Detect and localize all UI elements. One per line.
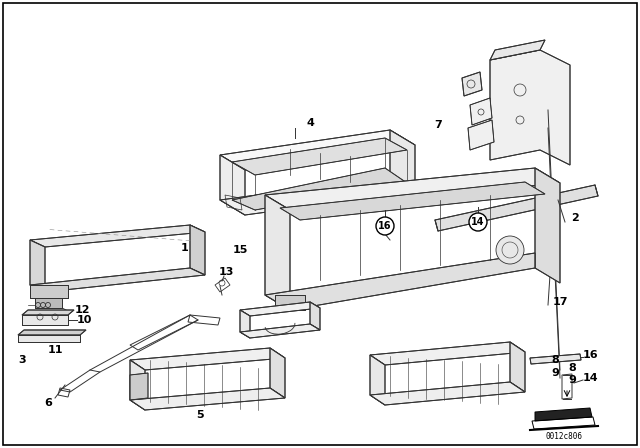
Polygon shape: [265, 195, 290, 310]
Polygon shape: [18, 330, 86, 335]
Circle shape: [376, 217, 394, 235]
Polygon shape: [265, 168, 560, 210]
Text: 9: 9: [551, 368, 559, 378]
Text: 7: 7: [434, 120, 442, 130]
Polygon shape: [535, 168, 560, 283]
Polygon shape: [130, 373, 148, 400]
Polygon shape: [265, 253, 535, 310]
Polygon shape: [390, 130, 415, 192]
Text: 12: 12: [74, 305, 90, 315]
Polygon shape: [370, 382, 525, 405]
Polygon shape: [490, 50, 570, 165]
Circle shape: [469, 213, 487, 231]
Text: 2: 2: [571, 213, 579, 223]
Polygon shape: [30, 240, 45, 292]
Text: 8: 8: [568, 363, 576, 373]
Polygon shape: [220, 155, 245, 215]
Polygon shape: [130, 388, 285, 410]
Polygon shape: [30, 225, 205, 247]
Polygon shape: [30, 268, 205, 292]
Polygon shape: [220, 177, 415, 215]
Polygon shape: [240, 324, 320, 338]
Text: 16: 16: [582, 350, 598, 360]
Polygon shape: [510, 342, 525, 392]
Polygon shape: [435, 185, 598, 231]
Polygon shape: [22, 315, 68, 325]
Text: 0012c806: 0012c806: [545, 432, 582, 441]
Polygon shape: [130, 360, 145, 410]
Polygon shape: [535, 408, 592, 421]
Polygon shape: [130, 348, 285, 370]
Polygon shape: [310, 302, 320, 330]
Polygon shape: [18, 335, 80, 342]
Polygon shape: [530, 354, 581, 364]
Polygon shape: [270, 348, 285, 398]
Text: 4: 4: [306, 118, 314, 128]
Text: 16: 16: [378, 221, 392, 231]
Polygon shape: [35, 298, 62, 308]
Text: 14: 14: [471, 217, 484, 227]
Polygon shape: [240, 310, 250, 338]
Polygon shape: [462, 72, 482, 96]
Text: 1: 1: [181, 243, 189, 253]
Text: 6: 6: [44, 398, 52, 408]
Polygon shape: [490, 40, 545, 60]
Text: 15: 15: [232, 245, 248, 255]
Text: 10: 10: [76, 315, 92, 325]
Text: 14: 14: [582, 373, 598, 383]
Text: 17: 17: [552, 297, 568, 307]
Polygon shape: [190, 225, 205, 275]
Text: 8: 8: [551, 355, 559, 365]
Polygon shape: [370, 355, 385, 405]
Polygon shape: [468, 120, 494, 150]
Text: 5: 5: [196, 410, 204, 420]
Circle shape: [496, 236, 524, 264]
Text: 9: 9: [568, 375, 576, 385]
Polygon shape: [275, 295, 305, 310]
Text: 3: 3: [18, 355, 26, 365]
Polygon shape: [22, 310, 74, 315]
Text: 13: 13: [218, 267, 234, 277]
Polygon shape: [30, 285, 68, 298]
Polygon shape: [232, 138, 407, 175]
Polygon shape: [220, 130, 415, 170]
Polygon shape: [232, 168, 407, 210]
Text: 11: 11: [47, 345, 63, 355]
Polygon shape: [370, 342, 525, 365]
Polygon shape: [470, 98, 492, 125]
Polygon shape: [280, 182, 545, 220]
Polygon shape: [240, 302, 320, 316]
